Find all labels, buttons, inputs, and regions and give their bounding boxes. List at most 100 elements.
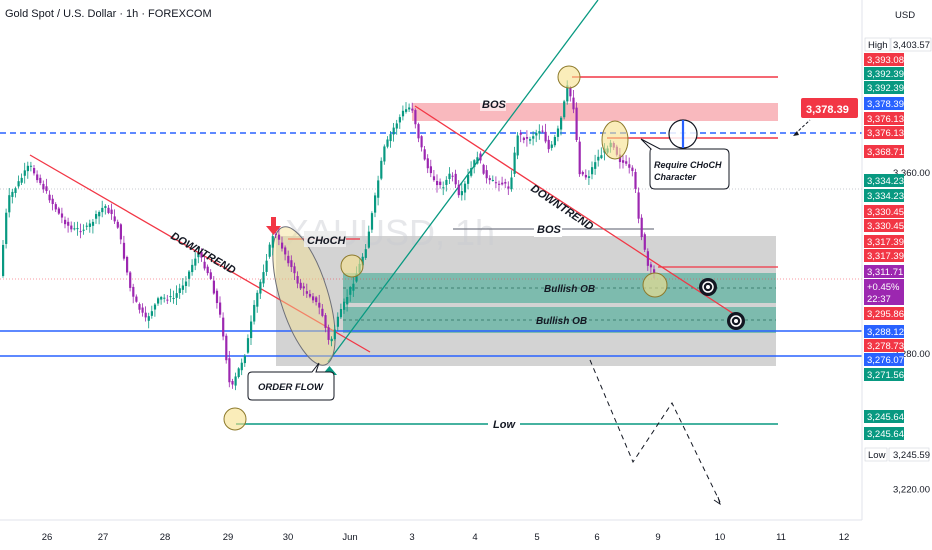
candle-body (591, 167, 594, 175)
candle-body (560, 117, 563, 130)
x-tick-label: 12 (839, 532, 850, 543)
candle-body (76, 228, 79, 230)
price-tag-label: 3,376.13 (867, 114, 904, 125)
eye-icon (699, 278, 717, 296)
candle-body (426, 158, 429, 169)
candle-body (473, 160, 476, 168)
candle-body (442, 187, 445, 189)
candle-body (104, 206, 107, 208)
candle-body (206, 266, 209, 274)
candle-body (525, 137, 529, 139)
candle-body (529, 139, 532, 141)
candle-body (237, 368, 240, 378)
price-tag-label: 3,295.86 (867, 309, 904, 320)
candle-body (36, 174, 39, 181)
candle-body (600, 155, 603, 159)
uptrend-line (327, 0, 599, 363)
price-tag (864, 97, 904, 110)
y-ticks: 3,360.00 3,280.00 3,220.00 (893, 168, 930, 495)
circle-choch (340, 254, 364, 278)
candle-body (370, 213, 374, 230)
candle-body (436, 180, 439, 186)
candle-body (225, 335, 228, 361)
candle-body (460, 191, 463, 196)
candle-body (231, 381, 234, 385)
candle-body (209, 272, 212, 279)
candle-body (302, 286, 305, 289)
candle-body (380, 160, 383, 179)
candle-body (284, 247, 287, 255)
projection-arrowhead (713, 496, 721, 506)
candle-body (482, 164, 485, 174)
x-tick-label: Jun (342, 532, 357, 543)
candle-body (330, 338, 333, 342)
price-tag-label: 3,378.39 (867, 99, 904, 110)
candle-body (457, 184, 460, 196)
candle-body (265, 260, 268, 272)
candle-body (516, 135, 519, 156)
candle-body (135, 296, 138, 302)
candle-body (308, 293, 312, 297)
candle-body (336, 316, 339, 327)
price-tag-label: 3,368.71 (867, 147, 904, 158)
candle-body (451, 175, 454, 177)
price-axis[interactable]: USD High 3,403.57 Low 3,245.59 3,360.003… (861, 0, 932, 550)
candle-body (544, 131, 547, 142)
candle-body (101, 207, 104, 213)
candle-body (54, 204, 57, 210)
candle-body (392, 127, 395, 135)
candle-body (597, 156, 600, 161)
candle-body (628, 164, 631, 168)
candle-body (203, 261, 206, 269)
price-tag (864, 145, 904, 158)
candle-body (653, 269, 656, 273)
candle-body (383, 146, 386, 162)
price-tag-label: 3,393.08 (867, 55, 904, 66)
candle-body (507, 186, 510, 189)
candle-body (228, 358, 231, 383)
candles (2, 80, 656, 391)
candle-body (64, 219, 67, 225)
price-tag-label: 3,376.13 (867, 128, 904, 139)
candle-body (33, 168, 36, 174)
candle-body (57, 208, 60, 214)
candle-body (349, 287, 352, 295)
price-tag-label: 3,317.39 (867, 251, 904, 262)
price-tag (864, 205, 904, 218)
candle-body (374, 195, 377, 213)
candle-body (73, 228, 76, 230)
candle-body (305, 291, 308, 294)
candle-body (429, 166, 432, 174)
time-axis[interactable]: 26 27 28 29 30 Jun 3 4 5 6 9 10 11 12 (0, 519, 862, 543)
candle-body (160, 297, 163, 300)
candle-body (132, 286, 135, 297)
price-tag-label: 3,330.45 (867, 221, 904, 232)
circle-low (223, 407, 247, 431)
price-tag (864, 368, 904, 381)
candle-body (169, 296, 172, 298)
candle-body (538, 131, 541, 134)
price-tag (864, 353, 904, 366)
candle-body (643, 234, 646, 250)
candle-body (423, 149, 426, 160)
candle-body (327, 327, 330, 340)
candle-body (625, 161, 628, 164)
price-tags: 3,393.08 3,392.39 3,392.39 3,378.39 3,376.13… (864, 53, 904, 440)
choch-label: CHoCH (307, 235, 347, 247)
candle-body (547, 139, 550, 150)
candle-body (448, 173, 451, 180)
price-tag (864, 67, 904, 80)
candle-body (321, 308, 324, 316)
candle-body (488, 178, 491, 181)
candle-body (70, 225, 73, 230)
candle-body (82, 229, 85, 231)
candle-body (212, 280, 215, 294)
candle-body (85, 225, 88, 227)
price-tag-label: 3,271.56 (867, 370, 904, 381)
candle-body (649, 264, 653, 268)
candle-body (246, 338, 250, 353)
candle-body (144, 312, 147, 318)
candle-body (287, 255, 290, 264)
